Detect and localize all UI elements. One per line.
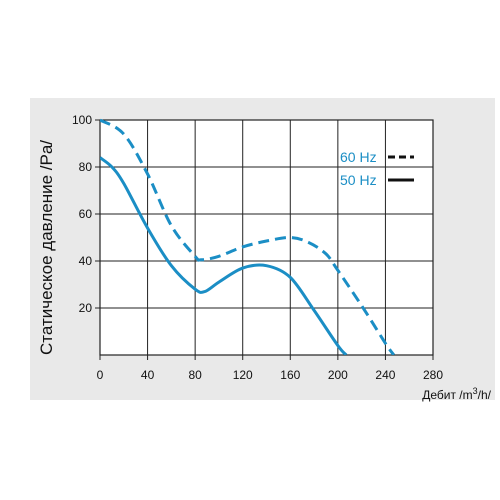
y-tick-label: 100 (72, 113, 92, 127)
y-tick-label: 20 (79, 301, 93, 315)
plot-area (100, 120, 433, 355)
x-tick-label: 80 (188, 368, 202, 382)
x-tick-label: 0 (97, 368, 104, 382)
y-tick-label: 40 (79, 254, 93, 268)
series-line-50-hz (100, 156, 348, 355)
plot-frame (99, 119, 434, 356)
legend-label: 50 Hz (340, 172, 377, 188)
x-tick-label: 240 (375, 368, 395, 382)
x-tick-label: 120 (233, 368, 253, 382)
x-tick-label: 160 (280, 368, 300, 382)
x-tick-label: 200 (328, 368, 348, 382)
x-axis-label: Дебит /m3/h/ (422, 386, 491, 402)
y-axis-label: Статическое давление /Pa/ (37, 140, 56, 355)
x-tick-label: 40 (141, 368, 155, 382)
x-tick-label: 280 (423, 368, 443, 382)
y-tick-label: 60 (79, 207, 93, 221)
y-tick-label: 80 (79, 160, 93, 174)
series-line-60-hz (100, 118, 396, 355)
legend-label: 60 Hz (340, 149, 377, 165)
